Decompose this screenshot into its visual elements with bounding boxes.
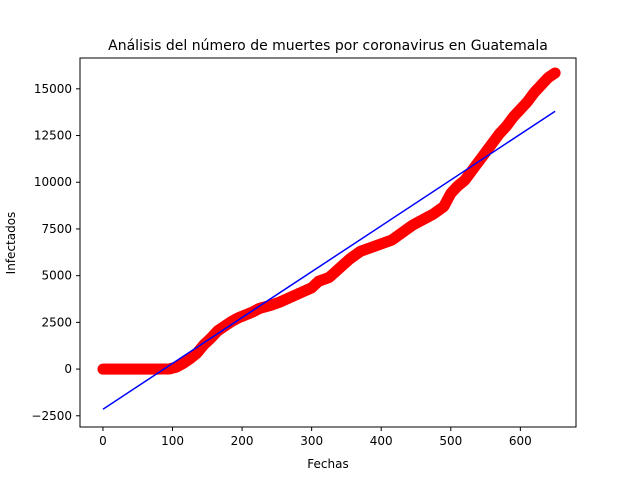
plot-content: [97, 67, 561, 410]
y-tick-label: 15000: [34, 82, 72, 96]
y-tick-label: −2500: [31, 409, 72, 423]
y-tick-label: 2500: [41, 315, 72, 329]
plot-frame: [79, 57, 577, 428]
x-tick-label: 300: [300, 434, 323, 448]
y-tick-label: 12500: [34, 129, 72, 143]
x-tick-label: 500: [439, 434, 462, 448]
x-tick-label: 0: [99, 434, 107, 448]
y-axis-label: Infectados: [4, 212, 18, 275]
ticks: 0 100 200 300 400 500 600 −2500 0 2500 5000 7500 100…: [31, 82, 531, 448]
y-tick-label: 5000: [41, 269, 72, 283]
trend-line: [102, 110, 556, 410]
y-tick-label: 7500: [41, 222, 72, 236]
x-axis-label: Fechas: [307, 457, 348, 471]
y-tick-label: 0: [64, 362, 72, 376]
x-tick-label: 200: [231, 434, 254, 448]
chart-title: Análisis del número de muertes por coron…: [108, 38, 548, 54]
x-tick-label: 100: [161, 434, 184, 448]
x-tick-label: 600: [509, 434, 532, 448]
scatter-point: [549, 67, 561, 79]
y-tick-label: 10000: [34, 175, 72, 189]
x-tick-label: 400: [370, 434, 393, 448]
